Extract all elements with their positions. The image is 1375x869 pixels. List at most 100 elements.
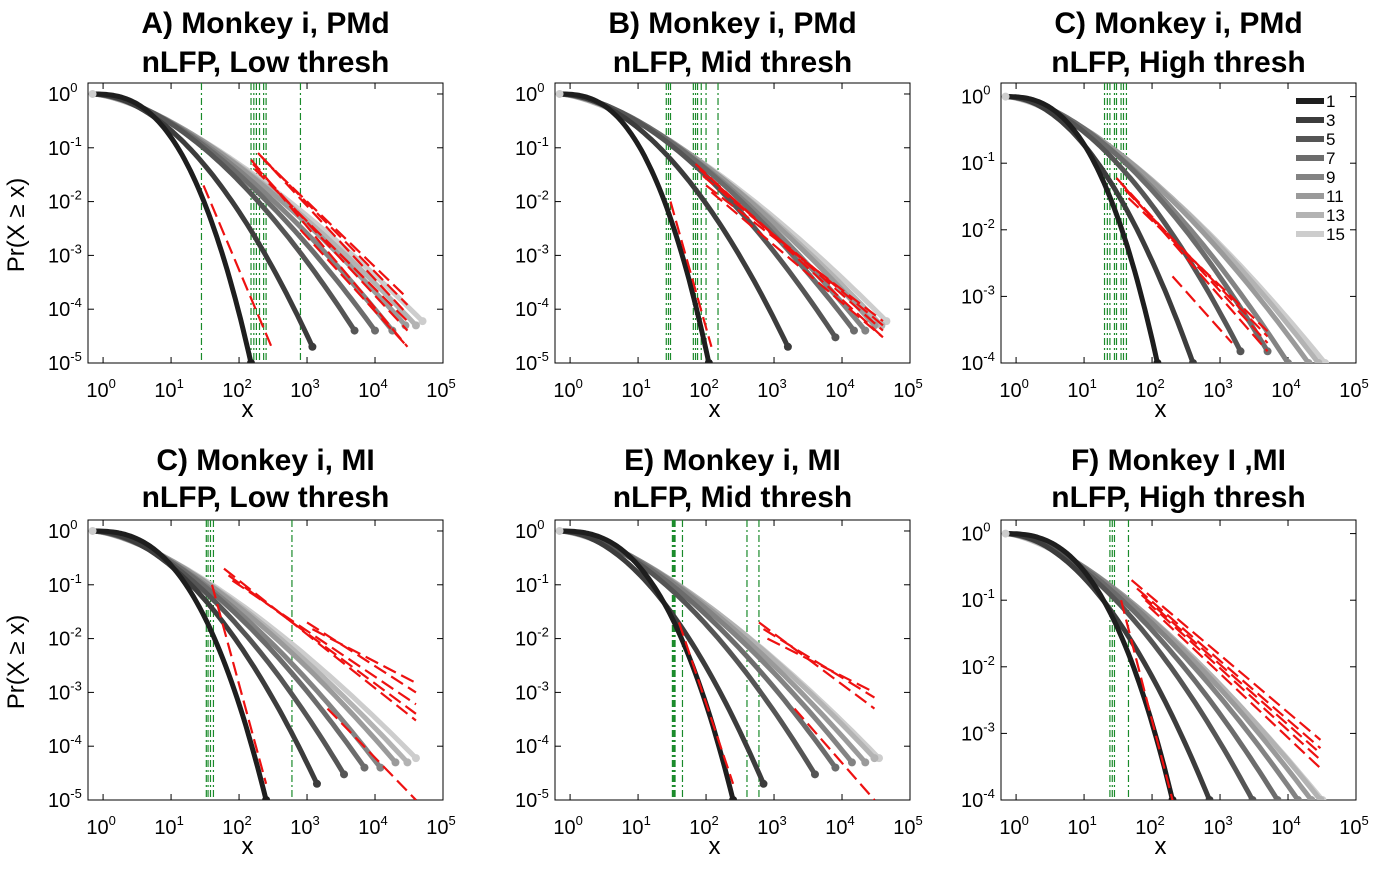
- series-end-point-13: [870, 754, 879, 763]
- fit-line: [669, 201, 713, 348]
- y-tick-label: 10-3: [48, 678, 82, 704]
- series-line-3: [90, 91, 315, 350]
- fit-line: [231, 579, 417, 706]
- fit-line: [252, 163, 409, 332]
- series-line-7: [1003, 531, 1280, 800]
- y-tick-label: 10-2: [961, 653, 995, 679]
- legend-label: 7: [1326, 149, 1335, 168]
- ylabel-bottom: Pr(X ≥ x): [3, 615, 30, 710]
- series-line-13: [557, 528, 877, 761]
- series-end-point-5: [810, 770, 819, 779]
- y-tick-label: 10-5: [48, 349, 82, 375]
- series-end-point-3: [1188, 359, 1197, 363]
- axes-box: [87, 82, 444, 364]
- x-tick-label: 103: [757, 376, 786, 402]
- fit-line: [202, 184, 273, 348]
- plot-area: [88, 83, 427, 363]
- panel-title-line: nLFP, Low thresh: [142, 481, 390, 514]
- series-start-point: [88, 89, 97, 98]
- x-tick-label: 104: [825, 376, 854, 402]
- plot-area: [1001, 520, 1327, 800]
- legend-label: 11: [1326, 187, 1344, 206]
- panel-1: A) Monkey i, PMd nLFP, Low thresh 100 101 10…: [48, 7, 456, 423]
- y-tick-label: 10-4: [48, 732, 82, 758]
- fit-line: [762, 628, 876, 699]
- fit-line: [257, 152, 409, 316]
- x-axis-label: x: [1155, 833, 1167, 860]
- panel-title-line: A) Monkey i, PMd: [141, 7, 389, 40]
- series-line-3: [90, 528, 320, 787]
- y-tick-label: 10-3: [515, 241, 549, 267]
- x-tick-label: 104: [1271, 813, 1300, 839]
- x-tick-label: 103: [1203, 376, 1232, 402]
- series-line-7: [557, 91, 857, 334]
- x-tick-label: 105: [1339, 376, 1368, 402]
- series-end-point-11: [1304, 359, 1313, 363]
- fit-line: [326, 707, 417, 800]
- y-tick-label: 10-4: [961, 786, 995, 812]
- series-end-point-9: [376, 763, 385, 772]
- y-tick-label: 10-3: [961, 282, 995, 308]
- x-tick-label: 100: [86, 376, 115, 402]
- series-end-point-7: [360, 763, 369, 772]
- shared-labels: Pr(X ≥ x) Pr(X ≥ x): [3, 178, 30, 710]
- x-tick-label: 100: [553, 376, 582, 402]
- series-end-point-15: [411, 754, 420, 763]
- y-tick-label: 10-5: [515, 786, 549, 812]
- panel-title-line: E) Monkey i, MI: [624, 444, 841, 477]
- x-tick-label: 100: [999, 376, 1028, 402]
- fit-line: [1136, 587, 1322, 750]
- y-tick-label: 10-3: [48, 241, 82, 267]
- series-end-point-9: [1293, 796, 1302, 800]
- y-tick-label: 10-4: [961, 349, 995, 375]
- panel-title-line: nLFP, High thresh: [1051, 46, 1305, 79]
- series-end-point-5: [1248, 796, 1257, 800]
- x-tick-label: 104: [825, 813, 854, 839]
- fit-line: [210, 584, 268, 785]
- y-tick-label: 100: [515, 80, 544, 106]
- fit-line: [677, 622, 735, 785]
- series-end-point-3: [312, 779, 321, 788]
- legend-label: 5: [1326, 130, 1335, 149]
- panel-title-line: F) Monkey I ,MI: [1071, 444, 1286, 477]
- y-tick-label: 10-2: [515, 625, 549, 651]
- panel-2: B) Monkey i, PMd nLFP, Mid thresh 100 101 10…: [515, 7, 923, 423]
- x-tick-label: 105: [1339, 813, 1368, 839]
- panel-title-line: nLFP, High thresh: [1051, 481, 1305, 514]
- plot-area: [88, 520, 420, 800]
- series-end-point-5: [1236, 347, 1245, 356]
- x-tick-label: 105: [426, 376, 455, 402]
- y-tick-label: 10-2: [961, 216, 995, 242]
- x-axis-label: x: [242, 396, 254, 423]
- panel-title-line: C) Monkey i, PMd: [1054, 7, 1302, 40]
- panel-title-line: nLFP, Mid thresh: [613, 481, 852, 514]
- fit-line: [1171, 275, 1233, 344]
- series-line-3: [1003, 531, 1212, 800]
- fit-line: [710, 191, 884, 339]
- x-tick-label: 101: [154, 376, 183, 402]
- series-end-point-13: [1316, 796, 1325, 800]
- fit-line: [1127, 197, 1269, 333]
- series-end-point-3: [308, 342, 317, 351]
- fit-line: [758, 621, 876, 710]
- x-tick-label: 100: [553, 813, 582, 839]
- series-end-point-9: [861, 326, 870, 335]
- x-tick-label: 100: [999, 813, 1028, 839]
- series-end-point-11: [391, 758, 400, 767]
- y-tick-label: 100: [515, 517, 544, 543]
- y-tick-label: 10-4: [48, 295, 82, 321]
- series-end-point-7: [371, 326, 380, 335]
- series-end-point-5: [340, 770, 349, 779]
- y-tick-label: 10-2: [48, 625, 82, 651]
- panel-title-line: C) Monkey i, MI: [156, 444, 374, 477]
- x-tick-label: 105: [893, 376, 922, 402]
- axes-box: [1000, 82, 1357, 364]
- fit-line: [1148, 605, 1322, 770]
- panel-title-line: nLFP, Low thresh: [142, 46, 390, 79]
- series-end-point-7: [831, 763, 840, 772]
- series-end-point-3: [759, 779, 768, 788]
- panel-6: F) Monkey I ,MI nLFP, High thresh 100 101 10…: [961, 444, 1369, 860]
- series-line-1: [1003, 531, 1175, 800]
- series-line-3: [1003, 94, 1196, 363]
